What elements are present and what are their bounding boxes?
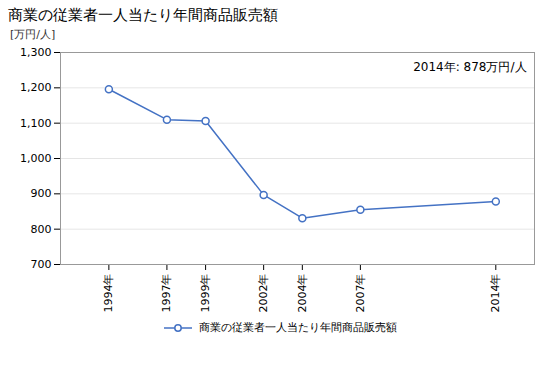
svg-text:1,000: 1,000 [20, 152, 52, 165]
svg-text:1994年: 1994年 [102, 274, 115, 313]
html-text:商業の従業者一人当たり年間商品販売額: 商業の従業者一人当たり年間商品販売額 [8, 6, 278, 24]
svg-text:1999年: 1999年 [199, 274, 212, 313]
svg-text:1,200: 1,200 [20, 81, 52, 94]
svg-text:800: 800 [31, 223, 52, 236]
svg-text:900: 900 [31, 187, 52, 200]
svg-text:1,100: 1,100 [20, 117, 52, 130]
html-text:商業の従業者一人当たり年間商品販売額: 商業の従業者一人当たり年間商品販売額 [199, 321, 397, 334]
svg-text:1,300: 1,300 [20, 46, 52, 59]
svg-text:2014年: 878万円/人: 2014年: 878万円/人 [413, 60, 526, 74]
svg-text:1997年: 1997年 [160, 274, 173, 313]
svg-text:700: 700 [31, 258, 52, 271]
html-text:[万円/人]: [万円/人] [10, 28, 56, 41]
svg-text:2004年: 2004年 [296, 274, 309, 313]
svg-text:2014年: 2014年 [489, 274, 502, 313]
svg-text:2007年: 2007年 [354, 274, 367, 313]
svg-text:2002年: 2002年 [257, 274, 270, 313]
